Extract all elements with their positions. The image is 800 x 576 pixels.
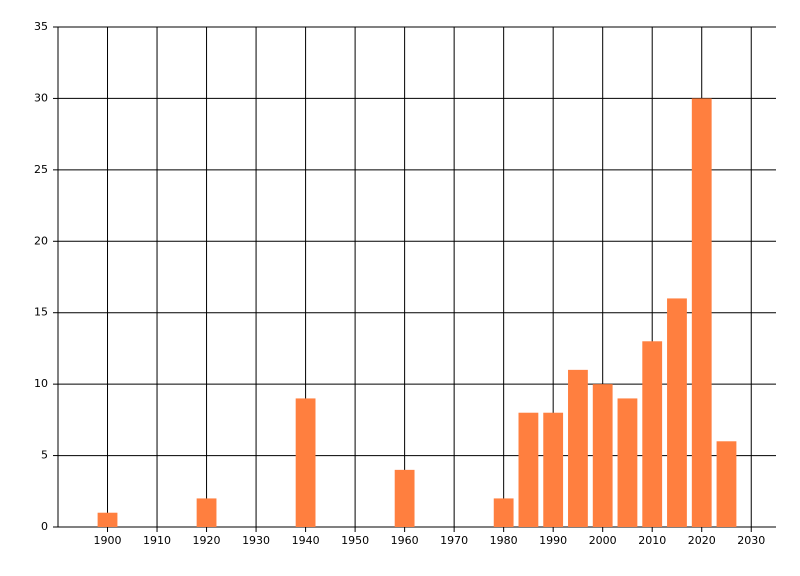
x-tick-label: 1920 (193, 534, 221, 547)
y-tick-label: 30 (34, 91, 48, 104)
x-tick-label: 1950 (341, 534, 369, 547)
bar (295, 398, 316, 527)
bar (592, 384, 613, 527)
y-tick-label: 20 (34, 234, 48, 247)
x-tick-label: 1970 (440, 534, 468, 547)
bar (667, 298, 687, 527)
bar (617, 398, 638, 527)
x-tick-label: 2000 (589, 534, 617, 547)
bar (568, 369, 588, 527)
y-tick-label: 25 (34, 163, 48, 176)
x-tick-label: 2010 (638, 534, 666, 547)
bar (518, 412, 539, 527)
bar (97, 512, 118, 527)
bar (196, 498, 217, 527)
bar (493, 498, 514, 527)
x-tick-label: 2020 (688, 534, 716, 547)
x-tick-label: 1930 (242, 534, 270, 547)
bar (716, 441, 737, 527)
y-tick-label: 10 (34, 377, 48, 390)
x-tick-label: 1940 (292, 534, 320, 547)
bar (543, 412, 564, 527)
bar (394, 469, 415, 527)
x-tick-label: 1900 (94, 534, 122, 547)
x-tick-label: 1990 (539, 534, 567, 547)
y-tick-label: 5 (41, 449, 48, 462)
x-tick-label: 2030 (737, 534, 765, 547)
y-tick-label: 15 (34, 306, 48, 319)
bar (691, 98, 712, 527)
x-tick-label: 1960 (391, 534, 419, 547)
bar (642, 341, 663, 527)
x-tick-label: 1910 (143, 534, 171, 547)
x-tick-label: 1980 (490, 534, 518, 547)
y-tick-label: 0 (41, 520, 48, 533)
y-tick-label: 35 (34, 20, 48, 33)
